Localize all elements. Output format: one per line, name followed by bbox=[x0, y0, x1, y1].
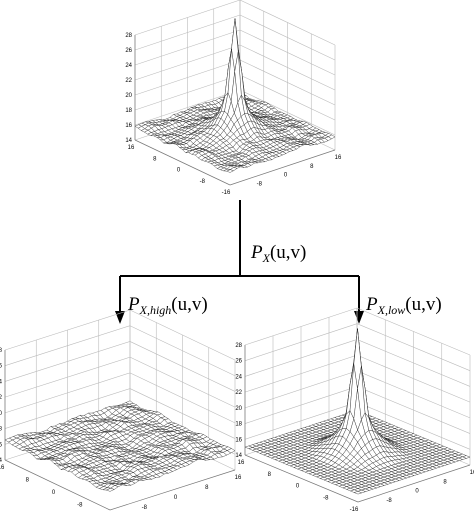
z-tick-label: 16 bbox=[125, 123, 132, 129]
right-tick-label: 16 bbox=[470, 470, 474, 476]
z-tick-label: 22 bbox=[0, 395, 3, 401]
z-tick-label: 26 bbox=[235, 359, 242, 365]
left-tick-label: 8 bbox=[153, 156, 157, 162]
z-tick-label: 22 bbox=[125, 78, 132, 84]
left-tick-label: -8 bbox=[323, 495, 329, 501]
label-main: P bbox=[365, 294, 378, 315]
connectors bbox=[119, 200, 360, 312]
label-sub: X,high bbox=[139, 303, 172, 317]
axis-edge bbox=[109, 469, 236, 511]
mesh-cell bbox=[106, 488, 115, 492]
axis-edge bbox=[134, 139, 231, 186]
z-tick-label: 28 bbox=[235, 343, 242, 349]
left-tick-label: -16 bbox=[350, 507, 359, 512]
label-args: (u,v) bbox=[405, 294, 441, 315]
z-tick-label: 16 bbox=[235, 437, 242, 443]
label-main: P bbox=[127, 294, 140, 315]
left-tick-label: 16 bbox=[238, 460, 245, 466]
axis-edge bbox=[229, 149, 336, 186]
z-tick-label: 20 bbox=[235, 406, 242, 412]
z-tick-label: 14 bbox=[235, 453, 242, 459]
axis-edge bbox=[244, 454, 359, 503]
label-main: P bbox=[250, 242, 263, 263]
right-tick-label: -8 bbox=[257, 181, 263, 187]
label-sub: X bbox=[262, 251, 271, 265]
label-args: (u,v) bbox=[270, 242, 306, 263]
arrow-head bbox=[354, 311, 364, 324]
right-tick-label: -8 bbox=[386, 498, 392, 504]
z-tick-label: 28 bbox=[0, 348, 3, 354]
z-tick-label: 28 bbox=[125, 33, 132, 39]
z-tick-label: 14 bbox=[125, 138, 132, 144]
left-tick-label: 16 bbox=[0, 465, 5, 471]
z-tick-label: 20 bbox=[0, 411, 3, 417]
left-tick-label: 8 bbox=[268, 472, 272, 478]
axis-edge bbox=[4, 459, 111, 511]
right-tick-label: 8 bbox=[205, 485, 209, 491]
label-args: (u,v) bbox=[171, 294, 207, 315]
right-tick-label: -8 bbox=[142, 505, 148, 511]
z-tick-label: 24 bbox=[235, 374, 242, 380]
right-tick-label: 0 bbox=[415, 489, 419, 495]
right-tick-label: 0 bbox=[174, 495, 178, 501]
right-tick-label: 16 bbox=[335, 155, 342, 161]
z-tick-label: 26 bbox=[125, 48, 132, 54]
label-sub: X,low bbox=[377, 303, 406, 317]
right-tick-label: 16 bbox=[235, 475, 242, 481]
left-tick-label: 0 bbox=[296, 484, 300, 490]
left-tick-label: 0 bbox=[177, 168, 181, 174]
axis-edge bbox=[357, 464, 471, 503]
z-tick-label: 18 bbox=[235, 422, 242, 428]
left-tick-label: 16 bbox=[128, 145, 135, 151]
mesh-cell bbox=[226, 169, 234, 173]
mesh-cell bbox=[353, 491, 363, 495]
z-tick-label: 20 bbox=[125, 93, 132, 99]
left-tick-label: 0 bbox=[52, 490, 56, 496]
left-tick-label: 8 bbox=[26, 478, 30, 484]
z-tick-label: 18 bbox=[125, 108, 132, 114]
z-tick-label: 14 bbox=[0, 458, 3, 464]
z-tick-label: 24 bbox=[125, 63, 132, 69]
right-tick-label: 8 bbox=[310, 164, 314, 170]
z-tick-label: 18 bbox=[0, 427, 3, 433]
left-tick-label: -8 bbox=[77, 503, 83, 509]
left-tick-label: -16 bbox=[222, 190, 231, 196]
root-label: PX(u,v) bbox=[250, 242, 306, 265]
right-tick-label: 8 bbox=[443, 479, 447, 485]
left-tick-label: -8 bbox=[200, 179, 206, 185]
low-label: PX,low(u,v) bbox=[365, 294, 442, 317]
right-tick-label: 0 bbox=[284, 173, 288, 179]
z-tick-label: 26 bbox=[0, 364, 3, 370]
z-tick-label: 22 bbox=[235, 390, 242, 396]
z-tick-label: 16 bbox=[0, 442, 3, 448]
high-label: PX,high(u,v) bbox=[127, 294, 208, 317]
z-tick-label: 24 bbox=[0, 379, 3, 385]
